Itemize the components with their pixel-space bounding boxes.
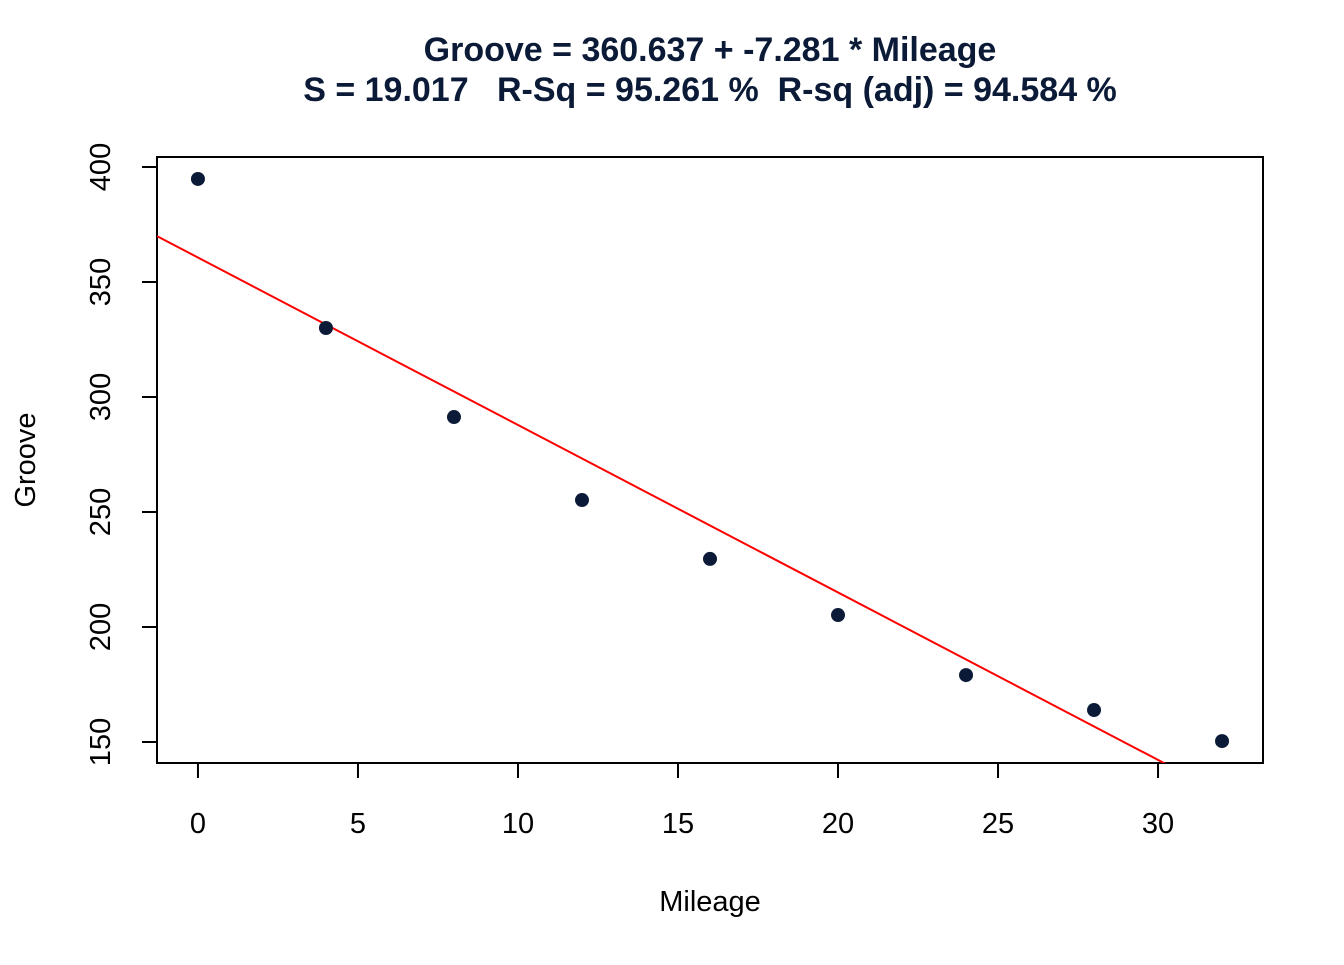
point [318, 321, 333, 336]
fit-group [157, 235, 1167, 763]
point [1215, 734, 1230, 749]
x-tick-label: 20 [822, 808, 854, 840]
y-tick-label: 350 [85, 258, 117, 306]
x-tick-label: 5 [350, 808, 366, 840]
point [1087, 703, 1102, 718]
point [446, 410, 461, 425]
y-tick-label: 250 [85, 488, 117, 536]
y-tick-label: 300 [85, 373, 117, 421]
x-axis-label: Mileage [659, 886, 761, 918]
y-tick-label: 150 [85, 718, 117, 766]
point [831, 608, 846, 623]
y-tick-label: 200 [85, 603, 117, 651]
point [574, 493, 589, 508]
x-tick-label: 15 [662, 808, 694, 840]
chart-subtitle: S = 19.017 R-Sq = 95.261 % R-sq (adj) = … [303, 71, 1117, 109]
x-tick-label: 30 [1142, 808, 1174, 840]
regression-line [157, 235, 1167, 763]
y-tick-label: 400 [85, 143, 117, 191]
x-tick-label: 10 [502, 808, 534, 840]
x-tick-label: 25 [982, 808, 1014, 840]
point [703, 551, 717, 566]
point [959, 668, 974, 683]
plot-frame [156, 156, 1264, 764]
x-tick-label: 0 [190, 808, 206, 840]
chart-title: Groove = 360.637 + -7.281 * Mileage [424, 31, 997, 69]
y-axis-label: Groove [10, 412, 42, 507]
point [190, 171, 205, 186]
